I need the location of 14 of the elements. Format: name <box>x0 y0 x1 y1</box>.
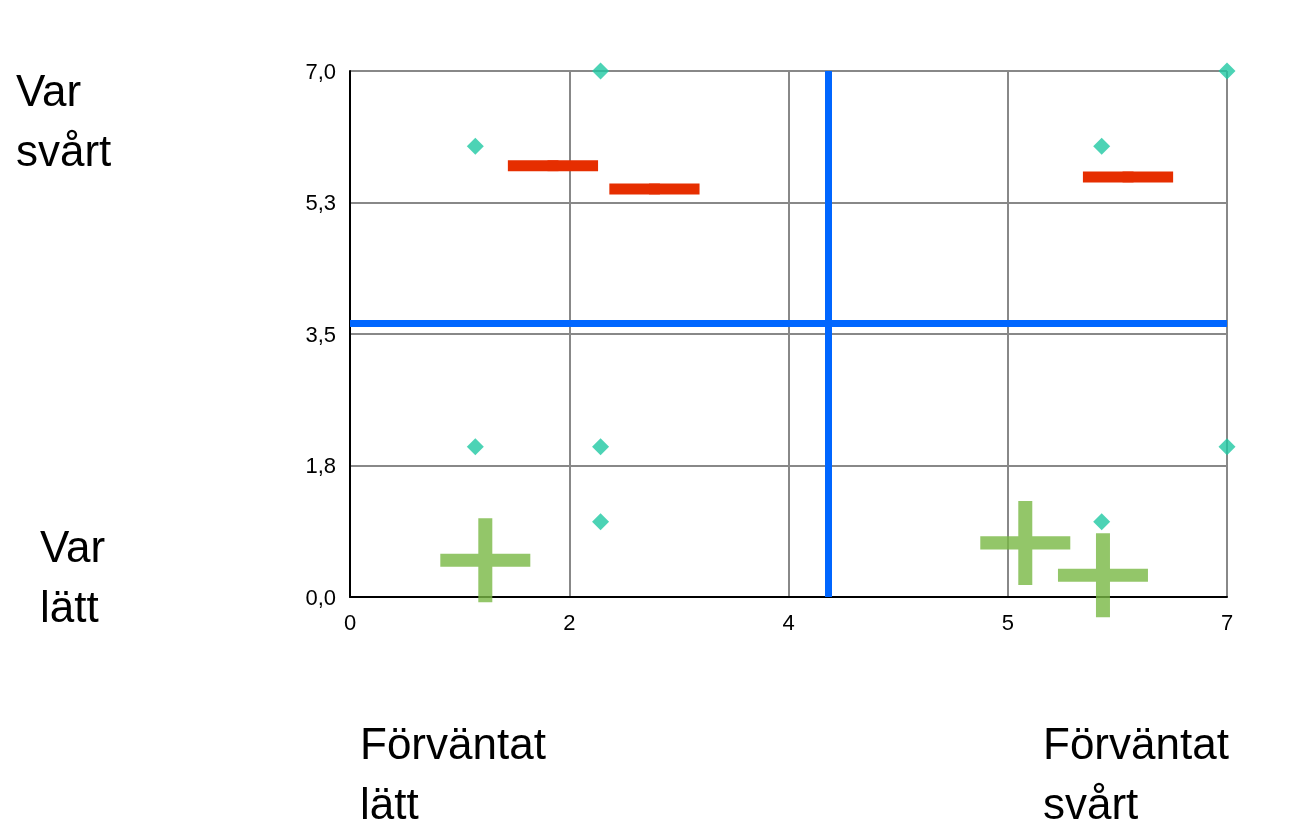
x-tick-label: 7 <box>1220 609 1234 635</box>
x-tick-label: 5 <box>1001 609 1014 635</box>
y-tick-label: 5,3 <box>305 190 336 215</box>
text: Förväntat svårt <box>1043 718 1242 828</box>
y-tick-label: 7,0 <box>305 58 336 84</box>
y-tick-label: 3,5 <box>305 321 336 347</box>
text: Förväntat lätt <box>360 718 559 828</box>
y-tick-label: 1,8 <box>305 453 336 478</box>
x-tick-label: 0 <box>343 609 357 635</box>
x-tick-label: 4 <box>782 609 795 635</box>
text: Var svårt <box>16 65 112 175</box>
x-tick-label: 2 <box>563 609 576 635</box>
y-tick-label: 0,0 <box>305 584 336 610</box>
text: Var lätt <box>40 521 118 631</box>
